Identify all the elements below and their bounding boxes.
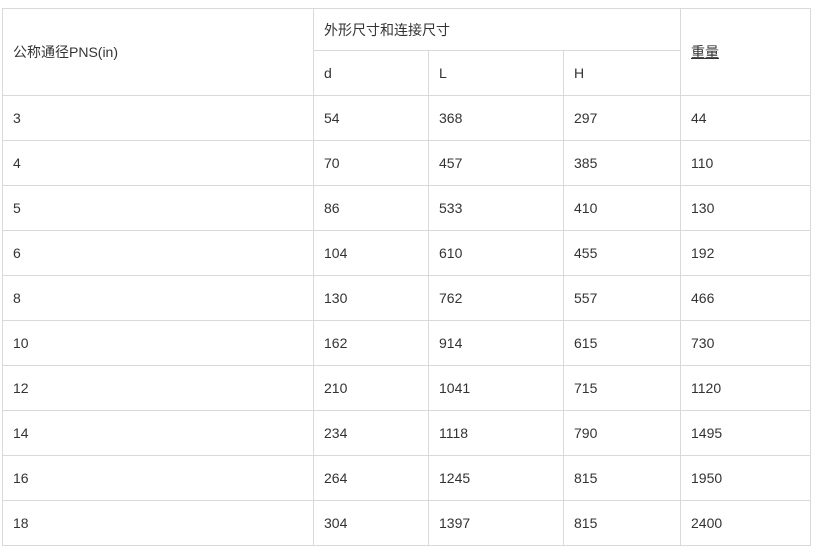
- table-cell: 130: [680, 185, 811, 231]
- table-cell: 162: [313, 320, 429, 366]
- table-cell: 557: [563, 275, 681, 321]
- table-cell: 192: [680, 230, 811, 276]
- table-cell: 457: [428, 140, 564, 186]
- table-cell: 1397: [428, 500, 564, 546]
- table-cell: 5: [2, 185, 314, 231]
- table-cell: 104: [313, 230, 429, 276]
- table-cell: 2400: [680, 500, 811, 546]
- table-row: 6 104 610 455 192: [2, 230, 811, 276]
- header-dimensions-group: 外形尺寸和连接尺寸: [313, 8, 681, 51]
- table-cell: 1950: [680, 455, 811, 501]
- table-cell: 790: [563, 410, 681, 456]
- table-body: 3 54 368 297 44 4 70 457 385 110 5 86 533 410 130 6 104 6…: [2, 95, 811, 546]
- table-cell: 914: [428, 320, 564, 366]
- table-cell: 466: [680, 275, 811, 321]
- table-cell: 762: [428, 275, 564, 321]
- table-row: 8 130 762 557 466: [2, 275, 811, 321]
- table-cell: 14: [2, 410, 314, 456]
- table-row: 4 70 457 385 110: [2, 140, 811, 186]
- table-cell: 1120: [680, 365, 811, 411]
- table-cell: 715: [563, 365, 681, 411]
- table-cell: 8: [2, 275, 314, 321]
- table-cell: 410: [563, 185, 681, 231]
- table-cell: 385: [563, 140, 681, 186]
- table-cell: 54: [313, 95, 429, 141]
- table-cell: 130: [313, 275, 429, 321]
- table-cell: 730: [680, 320, 811, 366]
- table-cell: 210: [313, 365, 429, 411]
- table-cell: 1118: [428, 410, 564, 456]
- dimensions-spec-table: 公称通径PNS(in) 外形尺寸和连接尺寸 重量 d L H 3 54 368 297…: [2, 8, 811, 546]
- table-cell: 1041: [428, 365, 564, 411]
- weight-label: 重量: [691, 44, 719, 60]
- table-cell: 4: [2, 140, 314, 186]
- table-cell: 18: [2, 500, 314, 546]
- table-cell: 610: [428, 230, 564, 276]
- header-nominal-diameter: 公称通径PNS(in): [2, 8, 314, 96]
- table-cell: 615: [563, 320, 681, 366]
- table-cell: 234: [313, 410, 429, 456]
- header-row-group: 公称通径PNS(in) 外形尺寸和连接尺寸 重量: [2, 8, 811, 96]
- table-cell: 70: [313, 140, 429, 186]
- table-cell: 368: [428, 95, 564, 141]
- header-h: H: [563, 50, 681, 96]
- table-cell: 44: [680, 95, 811, 141]
- header-weight: 重量: [680, 8, 811, 96]
- table-row: 16 264 1245 815 1950: [2, 455, 811, 501]
- table-header: 公称通径PNS(in) 外形尺寸和连接尺寸 重量 d L H: [2, 8, 811, 96]
- table-cell: 10: [2, 320, 314, 366]
- table-cell: 1495: [680, 410, 811, 456]
- table-cell: 3: [2, 95, 314, 141]
- header-row-sub: d L H: [3, 50, 811, 96]
- table-row: 14 234 1118 790 1495: [2, 410, 811, 456]
- table-cell: 815: [563, 455, 681, 501]
- table-cell: 815: [563, 500, 681, 546]
- table-row: 10 162 914 615 730: [2, 320, 811, 366]
- header-l: L: [428, 50, 564, 96]
- table-cell: 297: [563, 95, 681, 141]
- table-row: 3 54 368 297 44: [2, 95, 811, 141]
- table-cell: 86: [313, 185, 429, 231]
- table-cell: 533: [428, 185, 564, 231]
- table-cell: 304: [313, 500, 429, 546]
- table-cell: 1245: [428, 455, 564, 501]
- table-cell: 6: [2, 230, 314, 276]
- table-row: 18 304 1397 815 2400: [2, 500, 811, 546]
- header-d: d: [313, 50, 429, 96]
- table-row: 5 86 533 410 130: [2, 185, 811, 231]
- table-cell: 12: [2, 365, 314, 411]
- table-cell: 264: [313, 455, 429, 501]
- table-cell: 110: [680, 140, 811, 186]
- table-cell: 455: [563, 230, 681, 276]
- table-cell: 16: [2, 455, 314, 501]
- table-row: 12 210 1041 715 1120: [2, 365, 811, 411]
